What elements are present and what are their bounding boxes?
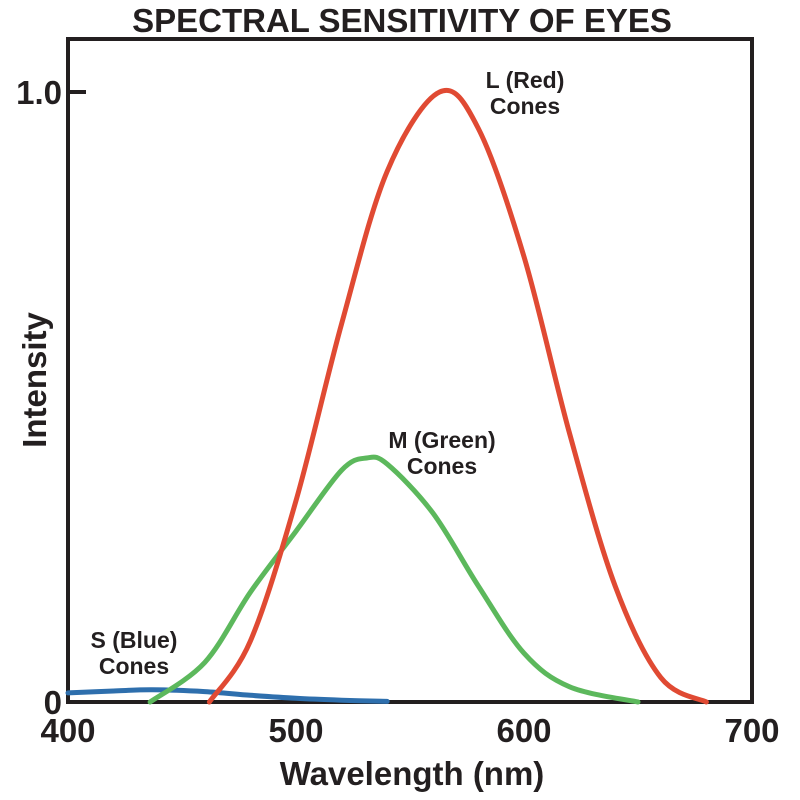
x-tick-label: 600 — [496, 712, 551, 749]
x-tick-label: 400 — [40, 712, 95, 749]
series-layer — [65, 87, 709, 705]
tick-layer: 400 500 600 700 0 1.0 — [16, 74, 779, 749]
annotation-layer: S (Blue) Cones M (Green) Cones L (Red) Cones — [91, 67, 565, 679]
s-blue-cones-curve — [65, 687, 390, 704]
chart-title: SPECTRAL SENSITIVITY OF EYES — [132, 2, 672, 39]
x-tick-label: 700 — [724, 712, 779, 749]
m-green-cones-curve — [147, 454, 641, 705]
y-tick-label: 1.0 — [16, 74, 62, 111]
l-red-cones-curve — [206, 87, 709, 705]
y-tick-label: 0 — [44, 684, 62, 721]
plot-frame — [66, 37, 754, 704]
l-red-cones-label: L (Red) Cones — [486, 67, 565, 119]
y-axis-label: Intensity — [16, 312, 53, 448]
m-green-cones-label: M (Green) Cones — [388, 427, 495, 479]
s-blue-cones-label: S (Blue) Cones — [91, 627, 178, 679]
x-axis-label: Wavelength (nm) — [280, 755, 545, 792]
x-tick-label: 500 — [268, 712, 323, 749]
